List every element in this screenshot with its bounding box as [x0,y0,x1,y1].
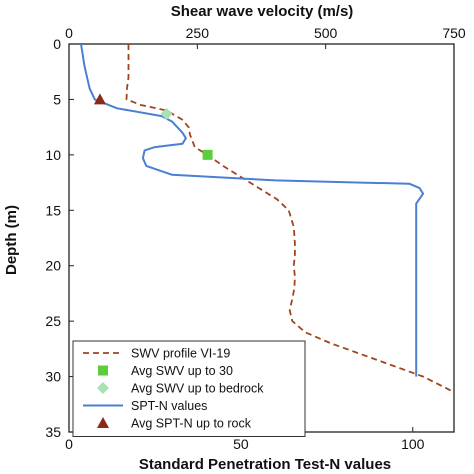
data-point-triangle [93,93,106,105]
data-point-square [202,149,213,160]
legend-label: SWV profile VI-19 [131,347,230,361]
bottom-tick-label: 100 [401,436,425,452]
y-axis-title: Depth (m) [3,205,20,275]
spt-n-line [80,44,425,377]
legend-swatch [97,382,109,394]
bottom-axis-title: Standard Penetration Test-N values [139,456,391,473]
legend-label: Avg SWV up to bedrock [131,382,264,396]
y-tick-label: 20 [45,258,61,274]
y-tick-label: 5 [53,91,61,107]
data-point-diamond [160,107,173,120]
legend-box [72,340,306,437]
series-layer [80,44,454,393]
legend-swatch [97,417,109,428]
top-tick-label: 500 [314,25,338,41]
legend-label: Avg SPT-N up to rock [131,417,252,431]
legend-label: Avg SWV up to 30 [131,364,233,378]
y-tick-label: 30 [45,369,61,385]
top-axis-title: Shear wave velocity (m/s) [171,3,354,20]
y-tick-label: 10 [45,147,61,163]
y-tick-label: 25 [45,313,61,329]
bottom-tick-label: 50 [233,436,249,452]
top-tick-label: 750 [442,25,466,41]
swv-profile-line [125,44,454,393]
top-tick-label: 0 [65,25,73,41]
legend: SWV profile VI-19 Avg SWV up to 30 Avg SWV… [72,340,306,437]
ticks-layer: 0 250 500 750 0 50 100 0 5 10 15 20 25 30 35 [45,25,465,452]
bottom-tick-label: 0 [65,436,73,452]
legend-swatch [98,365,108,376]
y-tick-label: 35 [45,424,61,440]
y-tick-label: 15 [45,202,61,218]
top-tick-label: 250 [186,25,210,41]
y-tick-label: 0 [53,36,61,52]
legend-label: SPT-N values [131,399,207,413]
